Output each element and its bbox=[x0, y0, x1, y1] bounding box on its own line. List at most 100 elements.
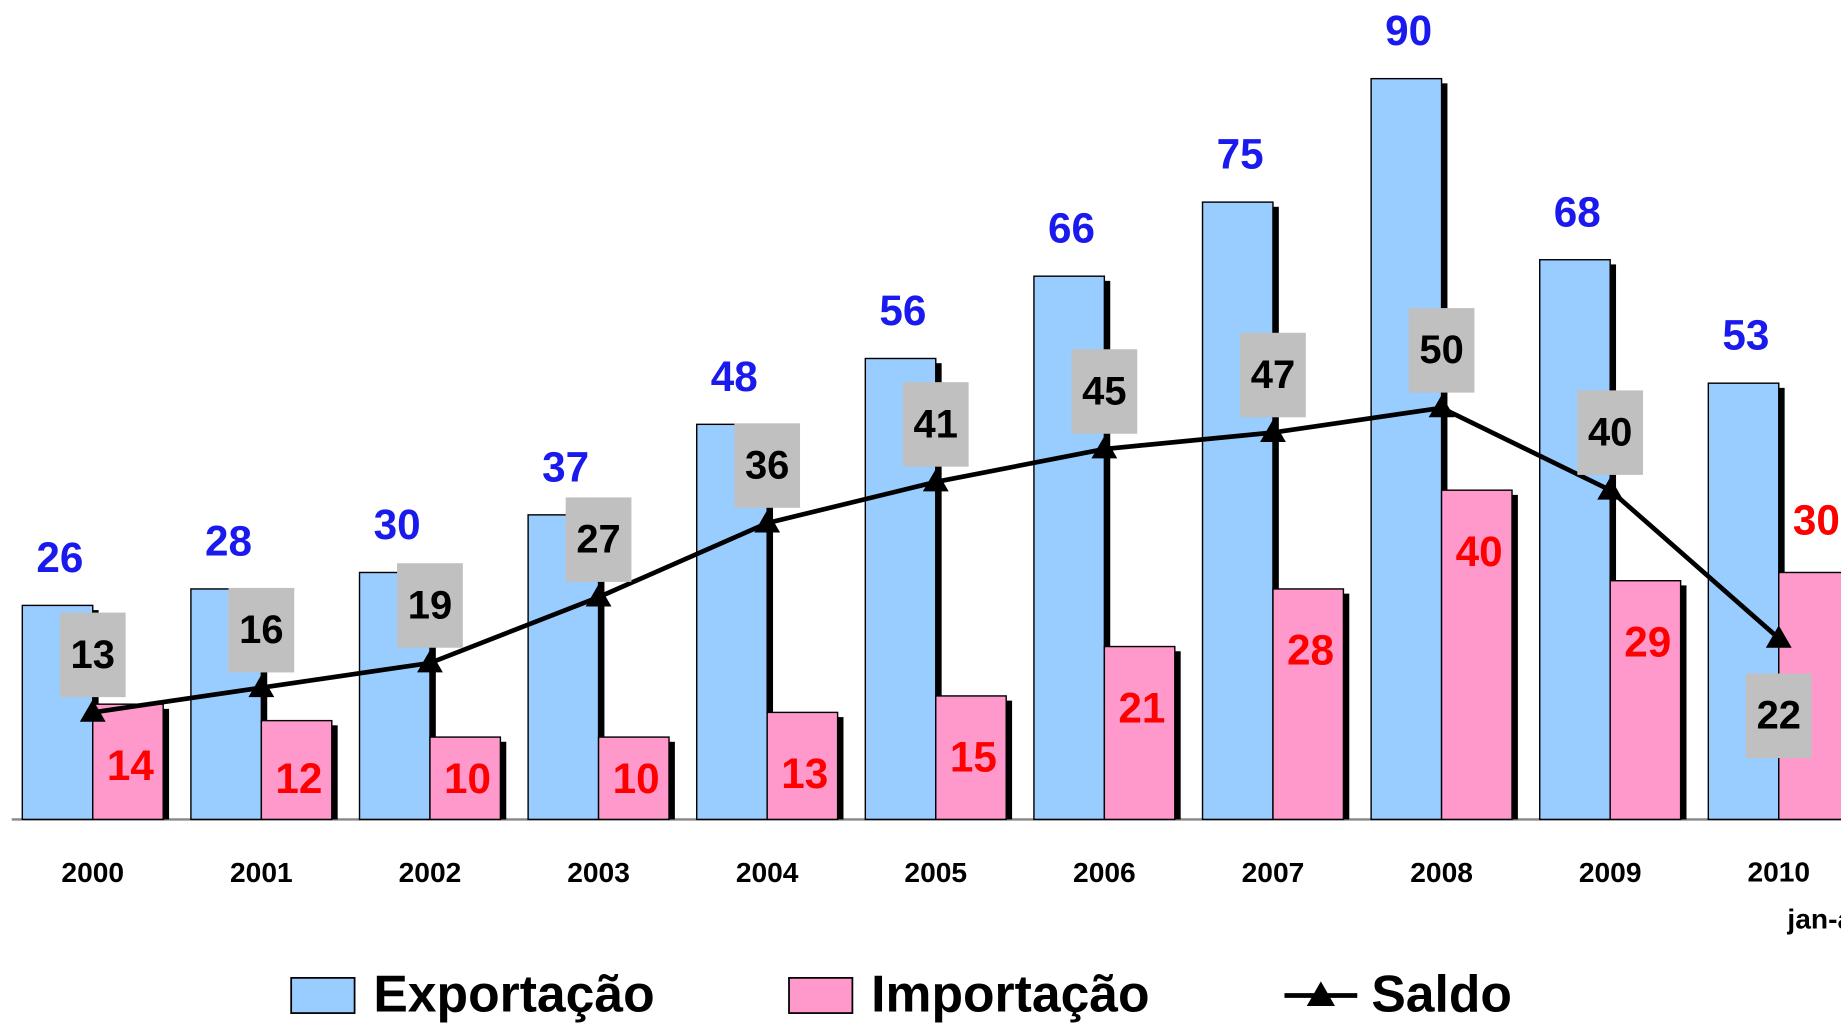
value-label: 53 bbox=[1722, 312, 1769, 359]
bar bbox=[597, 736, 670, 821]
x-tick-label: 2000 bbox=[61, 856, 124, 888]
marker bbox=[248, 674, 275, 698]
legend-swatch bbox=[788, 976, 854, 1014]
bar-shadow bbox=[767, 429, 774, 820]
label-box bbox=[902, 382, 969, 467]
value-label: 68 bbox=[1554, 188, 1601, 235]
value-label: 10 bbox=[444, 755, 491, 802]
marker bbox=[922, 469, 949, 492]
x-tick-label: 2008 bbox=[1410, 856, 1473, 888]
value-label: 66 bbox=[1048, 205, 1095, 252]
value-label: 28 bbox=[1287, 627, 1334, 674]
value-label: 30 bbox=[374, 501, 421, 548]
x-tick-label: 2005 bbox=[904, 856, 967, 888]
label-box bbox=[397, 563, 463, 648]
value-label: 22 bbox=[1757, 694, 1801, 738]
bar-shadow bbox=[1441, 83, 1448, 820]
legend-swatch bbox=[290, 976, 356, 1014]
marker bbox=[1428, 394, 1455, 418]
marker bbox=[79, 699, 106, 722]
value-label: 36 bbox=[745, 443, 789, 487]
bar-shadow bbox=[429, 577, 436, 820]
bar-shadow bbox=[1006, 700, 1013, 820]
bar-shadow bbox=[1272, 206, 1279, 820]
value-label: 14 bbox=[107, 742, 155, 789]
legend-marker bbox=[1306, 981, 1335, 1007]
marker bbox=[1597, 477, 1624, 500]
bar-shadow bbox=[1343, 593, 1350, 820]
bar-shadow bbox=[935, 363, 942, 820]
bar bbox=[1201, 201, 1274, 821]
bar-shadow bbox=[1174, 651, 1181, 820]
marker bbox=[754, 510, 781, 533]
bar-shadow bbox=[331, 725, 338, 820]
value-label: 26 bbox=[36, 534, 83, 581]
label-box bbox=[228, 587, 295, 673]
value-label: 16 bbox=[239, 608, 283, 652]
label-box bbox=[1577, 390, 1644, 475]
legend-label: Importação bbox=[871, 964, 1149, 1022]
value-label: 50 bbox=[1419, 328, 1463, 372]
bar bbox=[935, 695, 1007, 821]
value-label: 12 bbox=[275, 755, 322, 802]
bar-shadow bbox=[500, 741, 507, 820]
marker bbox=[1765, 625, 1792, 648]
value-label: 29 bbox=[1624, 618, 1671, 665]
marker bbox=[1091, 436, 1118, 459]
label-box bbox=[59, 612, 126, 698]
value-label: 13 bbox=[781, 750, 828, 797]
value-label: 40 bbox=[1456, 528, 1503, 575]
x-tick-label: 2004 bbox=[736, 856, 799, 888]
value-label: 41 bbox=[914, 402, 958, 446]
bar-shadow bbox=[1610, 264, 1617, 820]
label-box bbox=[565, 497, 632, 582]
bar-shadow bbox=[669, 741, 675, 820]
value-label: 45 bbox=[1082, 369, 1126, 413]
value-label: 19 bbox=[408, 583, 452, 627]
bar bbox=[1609, 580, 1682, 821]
value-label: 13 bbox=[71, 633, 115, 677]
x-tick-label: 2007 bbox=[1242, 856, 1305, 888]
bar-shadow bbox=[163, 708, 170, 820]
marker bbox=[1260, 419, 1286, 442]
bar bbox=[1103, 645, 1176, 821]
bar bbox=[260, 719, 333, 821]
value-label: 28 bbox=[205, 517, 252, 564]
bar-shadow bbox=[837, 717, 844, 820]
x-tick-label: 2009 bbox=[1579, 856, 1642, 888]
bar-shadow bbox=[1104, 280, 1111, 820]
value-label: 37 bbox=[542, 443, 589, 490]
x-tick-label: 2006 bbox=[1073, 856, 1136, 888]
bar-shadow bbox=[598, 519, 605, 820]
bar-shadow bbox=[1512, 494, 1518, 820]
bar bbox=[1440, 489, 1513, 821]
value-label: 30 bbox=[1793, 496, 1840, 543]
value-label: 56 bbox=[879, 287, 926, 334]
value-label: 15 bbox=[950, 734, 997, 781]
value-label: 27 bbox=[576, 518, 620, 562]
legend-label: Saldo bbox=[1371, 964, 1512, 1022]
label-box bbox=[1745, 673, 1812, 759]
bar bbox=[1272, 588, 1345, 821]
bar-shadow bbox=[1680, 585, 1687, 820]
value-label: 90 bbox=[1385, 7, 1432, 54]
marker bbox=[585, 584, 612, 607]
bar bbox=[92, 703, 164, 821]
label-box bbox=[1408, 308, 1475, 393]
x-tick-label: 2002 bbox=[399, 856, 462, 888]
bar-shadow bbox=[261, 593, 268, 820]
bar bbox=[1539, 259, 1611, 821]
label-box bbox=[1240, 332, 1306, 418]
legend-label: Exportação bbox=[373, 964, 654, 1022]
value-label: 10 bbox=[613, 755, 660, 802]
x-tick-label: 2003 bbox=[567, 856, 630, 888]
bar bbox=[766, 711, 839, 821]
value-label: 40 bbox=[1588, 411, 1632, 455]
value-label: 21 bbox=[1118, 684, 1165, 731]
label-box bbox=[734, 423, 801, 508]
bar bbox=[429, 736, 502, 821]
bar bbox=[1370, 77, 1443, 821]
value-label: 48 bbox=[711, 353, 758, 400]
